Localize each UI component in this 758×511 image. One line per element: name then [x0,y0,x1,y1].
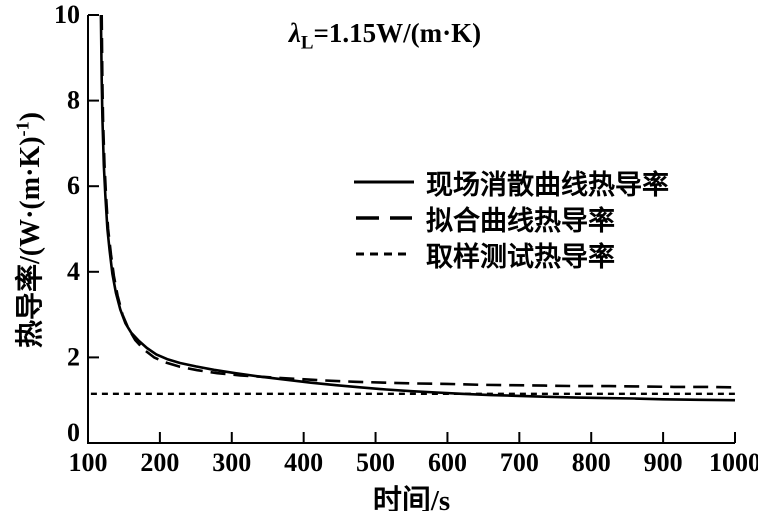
annotation-lambda: λL=1.15W/(m·K) [230,18,540,54]
lambda-symbol: λ [288,18,301,48]
x-tick-label: 700 [500,448,539,477]
series-dashed [100,14,736,389]
x-tick-label: 1000 [709,448,758,477]
x-tick-label: 100 [69,448,108,477]
legend-item-sample-test: 取样测试热导率 [352,236,669,272]
legend-label: 取样测试热导率 [426,241,615,272]
dotted-line-icon [356,252,410,256]
y-axis-label-exponent: -1 [12,121,33,137]
legend-item-field-dissipation: 现场消散曲线热导率 [352,164,669,200]
x-tick-label: 200 [140,448,179,477]
dashed-line-icon [356,216,412,220]
y-tick-label: 8 [67,86,80,115]
solid-line-icon [354,180,414,184]
legend: 现场消散曲线热导率 拟合曲线热导率 取样测试热导率 [352,164,669,272]
legend-label: 拟合曲线热导率 [426,205,615,236]
x-tick-label: 900 [644,448,683,477]
x-tick-label: 500 [356,448,395,477]
y-tick-label: 2 [67,342,80,371]
y-tick-label: 6 [67,171,80,200]
y-tick-label: 0 [67,418,80,447]
x-tick-label: 400 [284,448,323,477]
x-axis-label: 时间/s [372,485,451,511]
y-axis-label: 热导率/(W·(m·K)-1) [8,10,46,450]
x-tick-label: 600 [428,448,467,477]
y-tick-label: 10 [54,0,80,29]
y-tick-label: 4 [67,257,80,286]
y-axis-label-close: ) [15,111,46,122]
legend-label: 现场消散曲线热导率 [426,169,669,200]
y-axis-label-text: 热导率/(W·(m·K) [15,136,46,349]
lambda-value: =1.15W/(m·K) [313,18,482,48]
lambda-subscript: L [300,32,314,54]
x-tick-label: 300 [212,448,251,477]
legend-item-fitted-curve: 拟合曲线热导率 [352,200,669,236]
x-tick-label: 800 [572,448,611,477]
